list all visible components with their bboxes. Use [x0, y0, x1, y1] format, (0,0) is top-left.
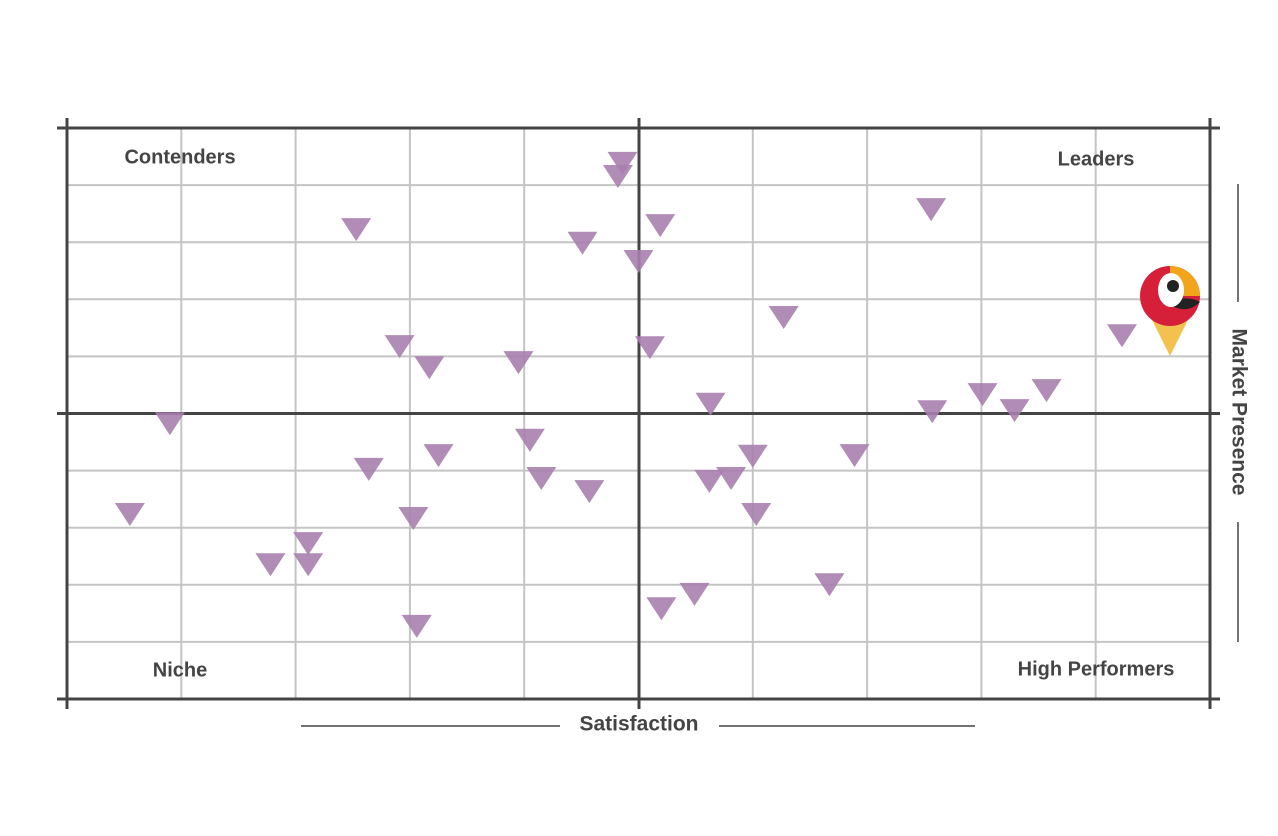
point	[679, 582, 710, 606]
point	[384, 335, 415, 359]
point	[353, 457, 384, 481]
point	[967, 383, 998, 407]
point	[423, 444, 454, 468]
x-axis-label: Satisfaction	[579, 713, 698, 736]
point	[574, 480, 605, 504]
point	[401, 614, 432, 638]
quadrant-label: Niche	[153, 659, 207, 681]
point	[514, 428, 545, 452]
quadrant-frame	[57, 118, 1220, 709]
point	[293, 553, 324, 577]
point	[607, 151, 638, 175]
point	[341, 218, 372, 242]
point	[293, 532, 324, 556]
point	[526, 467, 557, 491]
point	[694, 469, 725, 493]
point	[255, 553, 286, 577]
points	[114, 151, 1137, 638]
point	[741, 502, 772, 526]
point	[114, 502, 145, 526]
point	[623, 250, 654, 274]
point	[503, 351, 534, 375]
point	[917, 400, 948, 424]
point	[1031, 379, 1062, 403]
vendor-logo	[1140, 266, 1200, 356]
point	[737, 444, 768, 468]
point	[414, 356, 445, 380]
point	[154, 412, 185, 436]
point	[645, 214, 676, 238]
quadrant-label: High Performers	[1018, 658, 1175, 680]
point	[1106, 324, 1137, 348]
point	[716, 467, 747, 491]
point	[646, 597, 677, 621]
point	[634, 336, 665, 360]
quadrant-label: Leaders	[1058, 148, 1135, 170]
point	[695, 392, 726, 416]
point	[398, 506, 429, 530]
y-axis-label: Market Presence	[1227, 329, 1250, 496]
point	[567, 231, 598, 255]
point	[814, 573, 845, 597]
point	[839, 444, 870, 468]
point	[602, 164, 633, 188]
point	[999, 399, 1030, 423]
point	[916, 198, 947, 222]
point	[768, 306, 799, 330]
quadrant-label: Contenders	[124, 146, 235, 168]
